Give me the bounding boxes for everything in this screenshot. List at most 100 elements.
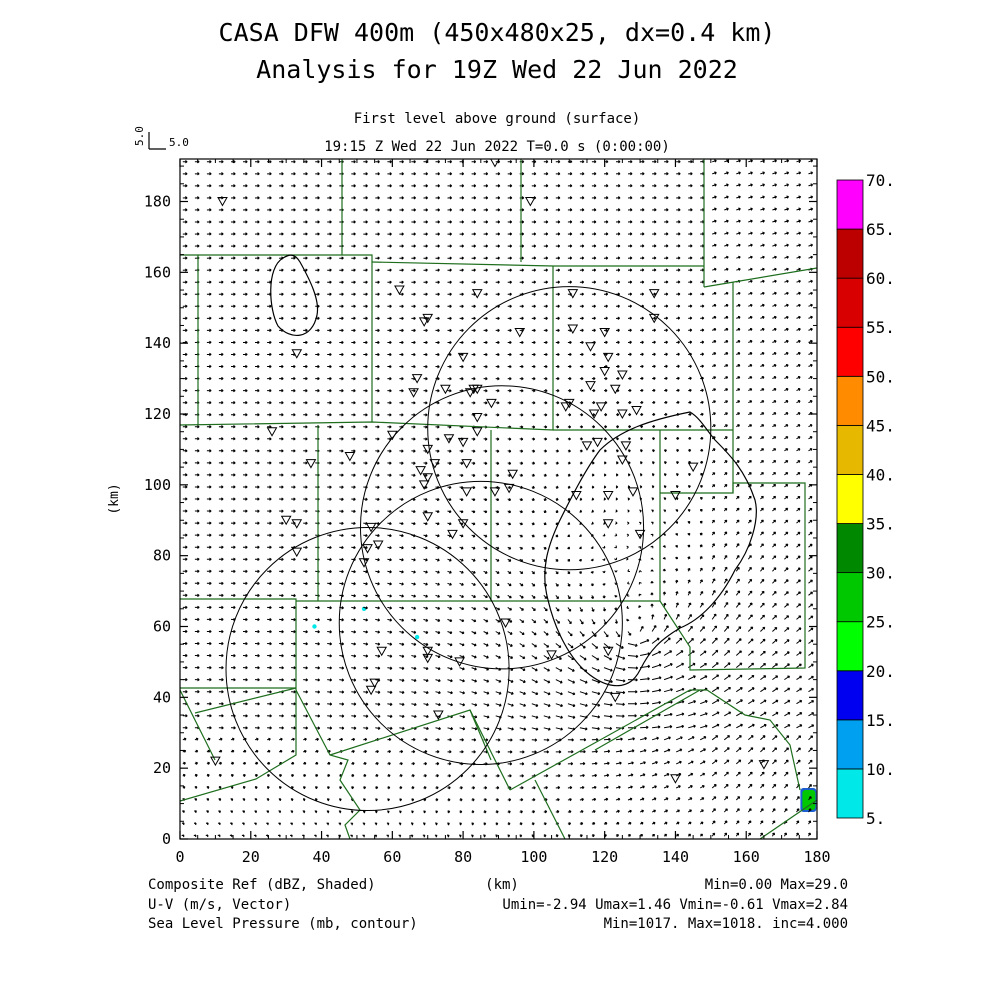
station-marker — [602, 646, 614, 657]
station-marker — [440, 384, 451, 395]
x-axis: 0 20 40 60 80 100 120 140 160 180 — [175, 159, 831, 866]
station-marker — [648, 289, 660, 299]
station-marker — [369, 678, 380, 689]
station-marker — [418, 480, 430, 490]
station-marker — [432, 710, 444, 721]
station-marker — [648, 313, 660, 324]
y-tick-label: 20 — [153, 759, 171, 777]
station-marker — [305, 459, 317, 469]
station-marker — [422, 653, 434, 664]
colorbar-swatch — [836, 670, 864, 721]
colorbar-swatch — [836, 474, 864, 524]
colorbar-swatch — [836, 375, 864, 426]
title-line1: CASA DFW 400m (450x480x25, dx=0.4 km) — [219, 18, 776, 47]
stations — [210, 159, 770, 784]
wind-vectors — [181, 159, 815, 838]
y-tick-label: 100 — [144, 476, 171, 494]
footer: Composite Ref (dBZ, Shaded) U-V (m/s, Ve… — [148, 877, 848, 932]
colorbar-swatch — [836, 572, 864, 623]
station-marker — [266, 427, 278, 437]
colorbar-label: 60. — [866, 269, 895, 288]
station-marker — [670, 774, 681, 784]
station-marker — [376, 646, 388, 657]
station-marker — [581, 441, 593, 451]
station-marker — [217, 197, 228, 207]
station-marker — [471, 427, 483, 437]
station-marker — [758, 760, 770, 770]
colorbar-swatch — [836, 523, 864, 574]
station-marker — [422, 646, 434, 657]
x-tick-label: 40 — [313, 848, 331, 866]
station-marker — [443, 434, 455, 444]
y-tick-label: 120 — [144, 405, 171, 423]
colorbar-swatch — [836, 277, 864, 328]
station-marker — [386, 430, 398, 441]
station-marker — [490, 159, 500, 168]
y-tick-label: 0 — [162, 830, 171, 848]
footer-reflectivity-range: Min=0.00 Max=29.0 — [705, 877, 848, 893]
station-marker — [358, 558, 370, 568]
station-marker — [627, 487, 639, 497]
station-marker — [617, 370, 628, 381]
colorbar-swatch — [836, 326, 864, 377]
station-marker — [687, 462, 699, 473]
station-marker — [461, 487, 473, 497]
x-tick-label: 120 — [591, 848, 618, 866]
range-ring — [338, 480, 623, 766]
station-marker — [585, 342, 596, 352]
station-marker — [489, 487, 501, 497]
y-tick-label: 140 — [144, 334, 171, 352]
station-marker — [372, 540, 384, 551]
y-tick-label: 160 — [144, 263, 171, 281]
title-line2: Analysis for 19Z Wed 22 Jun 2022 — [256, 55, 738, 84]
range-ring — [359, 385, 645, 670]
colorbar-label: 30. — [866, 564, 895, 583]
station-marker — [585, 381, 596, 391]
y-tick-label: 40 — [153, 688, 171, 706]
station-marker — [595, 402, 607, 412]
station-marker — [471, 384, 483, 395]
station-marker — [365, 685, 377, 696]
station-marker — [291, 349, 303, 359]
colorbar-label: 50. — [866, 367, 895, 386]
station-marker — [609, 692, 621, 703]
x-tick-label: 60 — [383, 848, 401, 866]
subtitle-level: First level above ground (surface) — [354, 111, 641, 127]
vector-key-y-label: 5.0 — [133, 126, 146, 146]
colorbar-label: 5. — [866, 809, 885, 828]
colorbar-label: 40. — [866, 465, 895, 484]
colorbar-label: 55. — [866, 318, 895, 337]
colorbar-swatch — [836, 621, 864, 672]
station-marker — [567, 289, 579, 299]
colorbar-label: 45. — [866, 416, 895, 435]
station-marker — [280, 515, 292, 526]
footer-pressure-range: Min=1017. Max=1018. inc=4.000 — [604, 916, 848, 932]
x-tick-label: 100 — [520, 848, 547, 866]
station-marker — [524, 197, 536, 207]
station-marker — [609, 384, 621, 395]
station-marker — [454, 657, 465, 667]
station-marker — [617, 455, 628, 466]
station-marker — [567, 324, 579, 335]
colorbar-label: 20. — [866, 662, 895, 681]
station-marker — [422, 512, 434, 522]
echo-cell — [414, 634, 420, 640]
station-marker — [365, 522, 377, 533]
station-marker — [291, 547, 303, 558]
colorbar-label: 65. — [866, 220, 895, 239]
colorbar-swatch — [836, 424, 864, 475]
echo-cell — [312, 624, 317, 629]
colorbar-label: 25. — [866, 613, 895, 632]
station-marker — [602, 490, 614, 501]
pressure-contours — [270, 254, 757, 687]
wind-vector-field — [181, 159, 815, 838]
colorbar-swatch — [836, 179, 864, 230]
station-marker — [617, 409, 628, 420]
colorbar: 5. 10. 15. 20. 25. 30. 35. 40. 45. 50. 55. 60. 65. 70… — [836, 171, 895, 828]
footer-field-wind: U-V (m/s, Vector) — [148, 897, 291, 913]
colorbar-label: 10. — [866, 760, 895, 779]
colorbar-label: 70. — [866, 171, 895, 190]
colorbar-swatch — [836, 768, 864, 819]
station-marker — [457, 519, 469, 529]
station-marker — [560, 402, 572, 412]
